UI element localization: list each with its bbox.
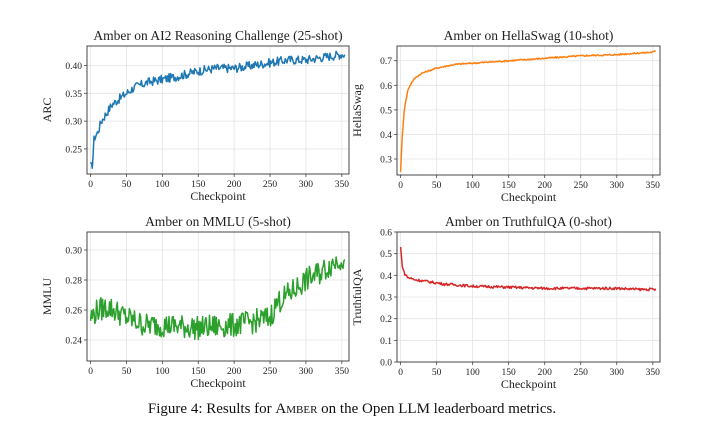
series-line — [399, 50, 656, 172]
y-tick-label: 0.5 — [380, 250, 392, 260]
x-tick-label: 300 — [610, 368, 625, 378]
caption-model-name: Amber — [275, 401, 318, 417]
y-tick-label: 0.3 — [380, 294, 392, 304]
series-line — [89, 50, 346, 169]
chart-title: Amber on HellaSwag (10-shot) — [444, 28, 614, 43]
plot-frame — [396, 231, 661, 363]
series-line — [89, 256, 346, 341]
x-tick-label: 200 — [227, 367, 242, 377]
x-tick-label: 200 — [538, 368, 553, 378]
caption-suffix: on the Open LLM leaderboard metrics. — [317, 401, 557, 417]
plot-frame — [86, 45, 350, 175]
y-tick-label: 0.0 — [380, 359, 392, 369]
x-tick-label: 0 — [398, 181, 403, 191]
series-line — [399, 246, 657, 292]
x-tick-label: 150 — [502, 368, 517, 378]
y-tick-label: 0.4 — [380, 272, 392, 282]
y-tick-label: 0.40 — [65, 62, 82, 72]
x-tick-label: 350 — [646, 368, 661, 378]
x-tick-label: 250 — [263, 367, 278, 377]
x-axis-label: Checkpoint — [190, 189, 246, 203]
x-axis-label: Checkpoint — [501, 190, 557, 204]
plot-area — [87, 232, 349, 361]
x-tick-label: 0 — [88, 367, 93, 377]
x-tick-label: 150 — [502, 181, 517, 191]
y-tick-label: 0.30 — [65, 118, 82, 128]
chart-panel: 0 50 100 150 200 250 300 350 0.24 0.26 0.28 0.30 Amb… — [40, 214, 350, 390]
y-tick-label: 0.1 — [380, 337, 392, 347]
x-tick-label: 0 — [88, 180, 93, 190]
y-tick-label: 0.24 — [65, 337, 82, 347]
plot-frame — [86, 231, 350, 362]
x-tick-label: 150 — [191, 367, 206, 377]
chart-panel: 0 50 100 150 200 250 300 350 0.3 0.4 0.5 0.6 0.7 Ambe… — [350, 28, 661, 204]
y-axis-label: ARC — [40, 98, 54, 123]
x-tick-label: 50 — [122, 180, 132, 190]
chart-title: Amber on TruthfulQA (0-shot) — [445, 214, 612, 229]
x-tick-label: 300 — [299, 367, 314, 377]
x-tick-label: 300 — [610, 181, 625, 191]
y-axis-label: MMLU — [40, 278, 54, 316]
x-tick-label: 100 — [155, 367, 170, 377]
chart-panel: 0 50 100 150 200 250 300 350 0.0 0.1 0.2 0.3 0.4 0.5 0… — [350, 214, 661, 391]
y-tick-label: 0.26 — [65, 307, 82, 317]
figure-canvas: 0 50 100 150 200 250 300 3500.250.300.350.40Amb… — [40, 28, 661, 391]
x-tick-label: 150 — [191, 180, 206, 190]
x-tick-label: 250 — [574, 368, 589, 378]
x-tick-label: 0 — [398, 368, 403, 378]
y-tick-label: 0.35 — [65, 90, 82, 100]
x-tick-label: 50 — [432, 181, 442, 191]
y-tick-label: 0.25 — [65, 145, 82, 155]
x-tick-label: 250 — [263, 180, 278, 190]
caption-prefix: Figure 4: Results for — [147, 401, 276, 417]
x-tick-label: 350 — [335, 180, 350, 190]
y-tick-label: 0.28 — [65, 277, 82, 287]
x-tick-label: 250 — [574, 181, 589, 191]
x-tick-label: 100 — [155, 180, 170, 190]
x-axis-label: Checkpoint — [501, 377, 557, 391]
x-axis-label: Checkpoint — [190, 376, 246, 390]
y-tick-label: 0.6 — [380, 82, 392, 92]
y-tick-label: 0.2 — [380, 315, 392, 325]
y-tick-label: 0.5 — [380, 106, 392, 116]
figure-caption: Figure 4: Results for Amber on the Open … — [0, 401, 704, 418]
x-tick-label: 50 — [122, 367, 132, 377]
x-tick-label: 200 — [538, 181, 553, 191]
plot-frame — [396, 45, 661, 176]
x-tick-label: 50 — [432, 368, 442, 378]
x-tick-label: 350 — [335, 367, 350, 377]
y-tick-label: 0.4 — [380, 131, 392, 141]
x-tick-label: 100 — [466, 181, 481, 191]
x-tick-label: 300 — [299, 180, 314, 190]
y-tick-label: 0.3 — [380, 156, 392, 166]
y-tick-label: 0.6 — [380, 229, 392, 239]
x-tick-label: 350 — [646, 181, 661, 191]
y-axis-label: HellaSwag — [350, 84, 364, 137]
chart-title: Amber on MMLU (5-shot) — [145, 214, 291, 229]
y-tick-label: 0.7 — [380, 57, 392, 67]
chart-title: Amber on AI2 Reasoning Challenge (25-sho… — [93, 28, 342, 43]
chart-panel: 0 50 100 150 200 250 300 350 0.25 0.30 0.35 0.40 Amb… — [40, 28, 350, 203]
y-tick-label: 0.30 — [65, 247, 82, 257]
y-axis-label: TruthfulQA — [350, 268, 364, 325]
x-tick-label: 100 — [466, 368, 481, 378]
x-tick-label: 200 — [227, 180, 242, 190]
